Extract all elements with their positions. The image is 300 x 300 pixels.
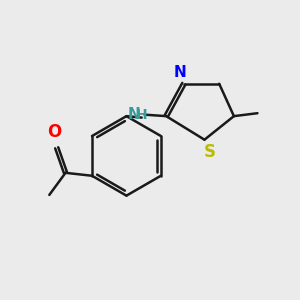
Text: O: O (47, 123, 62, 141)
Text: N: N (127, 107, 140, 122)
Text: S: S (204, 143, 216, 161)
Text: H: H (136, 108, 148, 122)
Text: N: N (174, 65, 187, 80)
